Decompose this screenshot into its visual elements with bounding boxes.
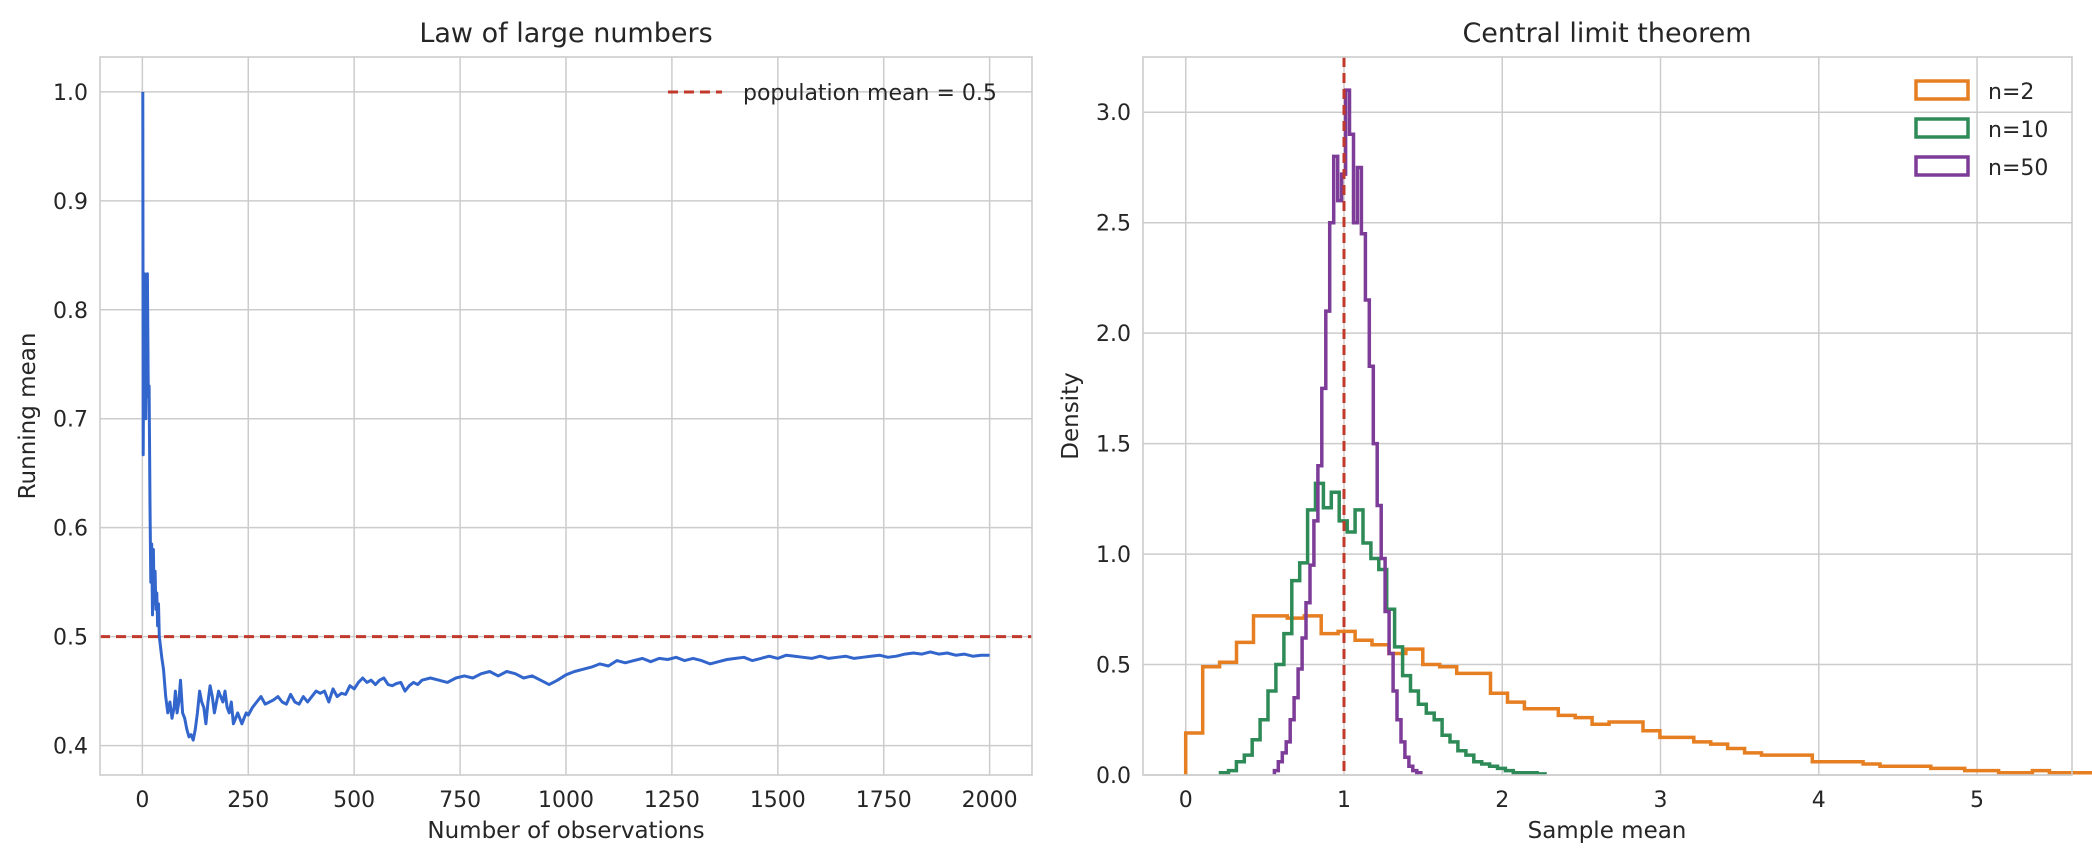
x-tick-label: 2 (1495, 788, 1509, 813)
y-tick-label: 0.5 (53, 626, 88, 651)
x-tick-label: 1750 (856, 788, 912, 813)
central-limit-theorem-chart: Central limit theorem 0 1 2 3 4 5 0.0 0.5 1.0 1.5… (1058, 18, 2092, 844)
legend-swatch-n50 (1914, 155, 1970, 177)
chart-title: Law of large numbers (419, 18, 712, 49)
y-tick-label: 0.8 (53, 299, 88, 324)
x-tick-label: 0 (1179, 788, 1193, 813)
histogram-n10 (1218, 481, 1547, 776)
y-tick-label: 1.5 (1096, 433, 1131, 458)
plot-frame (99, 56, 1033, 776)
y-tick-label: 0.5 (1096, 654, 1131, 679)
y-tick-label: 1.0 (53, 81, 88, 106)
legend-entry-n2: n=2 (1988, 80, 2034, 105)
x-tick-label: 4 (1812, 788, 1826, 813)
x-tick-label: 1 (1337, 788, 1351, 813)
x-tick-label: 2000 (962, 788, 1018, 813)
x-axis-label: Number of observations (427, 818, 704, 844)
y-tick-label: 2.0 (1096, 322, 1131, 347)
legend: population mean = 0.5 (668, 81, 997, 106)
running-mean-line (141, 91, 990, 742)
x-tick-label: 0 (135, 788, 149, 813)
law-of-large-numbers-chart: Law of large numbers 0 250 500 750 1000 1250 1… (15, 18, 1033, 844)
y-tick-label: 0.7 (53, 408, 88, 433)
y-tick-label: 2.5 (1096, 212, 1131, 237)
x-tick-label: 750 (439, 788, 481, 813)
x-tick-label: 5 (1970, 788, 1984, 813)
x-tick-label: 1250 (644, 788, 700, 813)
y-tick-label: 0.9 (53, 190, 88, 215)
x-tick-label: 500 (333, 788, 375, 813)
y-tick-label: 1.0 (1096, 543, 1131, 568)
x-tick-label: 250 (227, 788, 269, 813)
legend-entry-reference-line: population mean = 0.5 (743, 81, 997, 106)
histogram-n50 (1272, 88, 1423, 775)
x-axis-label: Sample mean (1528, 818, 1687, 844)
y-tick-label: 3.0 (1096, 101, 1131, 126)
legend: n=2 n=10 n=50 (1914, 79, 2048, 181)
legend-swatch-n2 (1914, 79, 1970, 101)
histogram-n2 (1183, 614, 2092, 775)
y-axis-label: Running mean (15, 333, 41, 500)
x-tick-label: 1500 (750, 788, 806, 813)
x-tick-label: 3 (1654, 788, 1668, 813)
y-tick-label: 0.4 (53, 735, 88, 760)
legend-swatch-n10 (1914, 117, 1970, 139)
y-tick-label: 0.6 (53, 517, 88, 542)
legend-entry-n10: n=10 (1988, 118, 2048, 143)
y-axis-label: Density (1058, 372, 1084, 459)
chart-title: Central limit theorem (1462, 18, 1751, 49)
legend-entry-n50: n=50 (1988, 156, 2048, 181)
x-tick-label: 1000 (538, 788, 594, 813)
y-tick-label: 0.0 (1096, 764, 1131, 789)
plot-frame (1142, 56, 2073, 776)
